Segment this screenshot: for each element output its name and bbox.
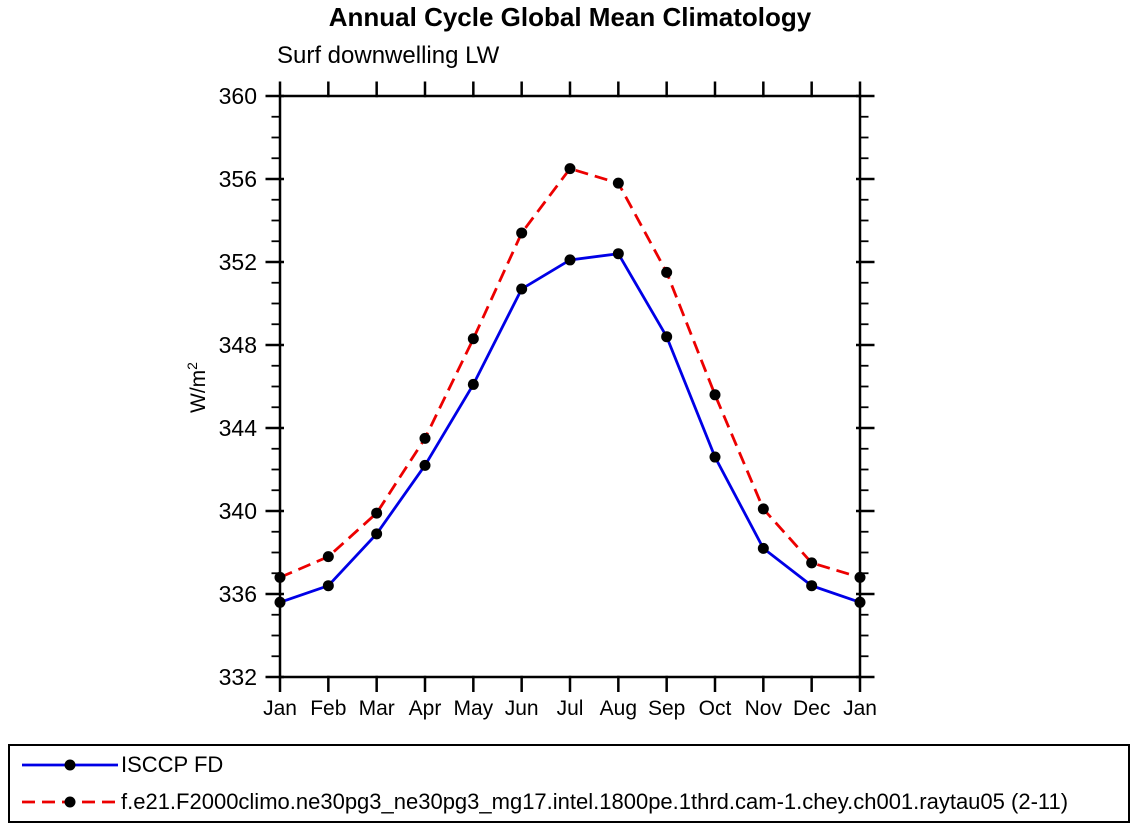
series-1-marker bbox=[661, 266, 673, 278]
series-0-marker bbox=[274, 596, 286, 608]
series-1-marker bbox=[322, 551, 334, 563]
chart-title: Annual Cycle Global Mean Climatology bbox=[328, 2, 812, 32]
y-tick-label: 348 bbox=[219, 332, 257, 358]
series-1-marker bbox=[709, 389, 721, 401]
y-tick-label: 336 bbox=[219, 581, 257, 607]
y-tick-label: 360 bbox=[219, 83, 257, 109]
chart-subtitle: Surf downwelling LW bbox=[277, 42, 500, 69]
series-1-marker bbox=[467, 333, 479, 345]
series-1-marker bbox=[516, 227, 528, 239]
series-1-marker bbox=[854, 571, 866, 583]
series-line-0 bbox=[279, 252, 861, 604]
x-tick-label: Jan bbox=[843, 697, 877, 720]
y-tick-label: 356 bbox=[219, 166, 257, 192]
series-1-marker bbox=[757, 503, 769, 515]
x-tick-label: Mar bbox=[359, 697, 395, 720]
legend-swatch-1 bbox=[22, 796, 118, 807]
legend-marker-dot bbox=[64, 796, 76, 807]
series-0-marker bbox=[709, 451, 721, 463]
x-tick-label: Feb bbox=[310, 697, 346, 720]
x-tick-label: Apr bbox=[409, 697, 442, 720]
series-1-marker bbox=[419, 432, 431, 444]
legend-marker-dot bbox=[64, 759, 76, 770]
y-tick-label: 344 bbox=[219, 415, 258, 441]
series-0-marker bbox=[661, 331, 673, 343]
x-tick-label: Sep bbox=[648, 697, 685, 720]
legend-box: ISCCP FD f.e21.F2000climo.ne30pg3_ne30pg… bbox=[8, 744, 1130, 823]
series-0-marker bbox=[516, 283, 528, 295]
series-0-marker bbox=[419, 459, 431, 471]
legend-swatch-0 bbox=[22, 759, 118, 770]
legend-label-model: f.e21.F2000climo.ne30pg3_ne30pg3_mg17.in… bbox=[121, 788, 1069, 814]
x-tick-label: Jun bbox=[505, 697, 539, 720]
x-tick-label: Nov bbox=[745, 697, 783, 720]
x-tick-label: Dec bbox=[793, 697, 830, 720]
legend-item-isccp: ISCCP FD bbox=[10, 746, 1128, 783]
series-0-marker bbox=[371, 528, 383, 540]
x-tick-label: May bbox=[453, 697, 493, 720]
x-tick-label: Aug bbox=[600, 697, 637, 720]
series-1-marker bbox=[806, 557, 818, 569]
x-tick-label: Jan bbox=[263, 697, 297, 720]
series-0-marker bbox=[322, 580, 334, 592]
series-1-marker bbox=[274, 571, 286, 583]
x-tick-label: Jul bbox=[557, 697, 584, 720]
legend-label-isccp: ISCCP FD bbox=[121, 751, 224, 777]
legend-item-model: f.e21.F2000climo.ne30pg3_ne30pg3_mg17.in… bbox=[10, 783, 1128, 820]
series-0-marker bbox=[612, 248, 624, 260]
series-line-1 bbox=[279, 167, 861, 579]
series-0-marker bbox=[564, 254, 576, 266]
series-0-marker bbox=[467, 378, 479, 390]
y-tick-label: 332 bbox=[219, 664, 257, 690]
series-0-marker bbox=[854, 596, 866, 608]
series-1-marker bbox=[564, 163, 576, 175]
y-tick-label: 340 bbox=[219, 498, 257, 524]
line-chart-plot: 332 336 340 344 348 352 356 360 Jan Feb Mar Apr May J… bbox=[184, 81, 877, 720]
series-1-marker bbox=[612, 177, 624, 189]
x-tick-label: Oct bbox=[699, 697, 732, 720]
series-0-marker bbox=[757, 542, 769, 554]
series-0-marker bbox=[806, 580, 818, 592]
series-1-marker bbox=[371, 507, 383, 519]
y-tick-label: 352 bbox=[219, 249, 257, 275]
y-axis-title: W/m2 bbox=[184, 362, 210, 413]
